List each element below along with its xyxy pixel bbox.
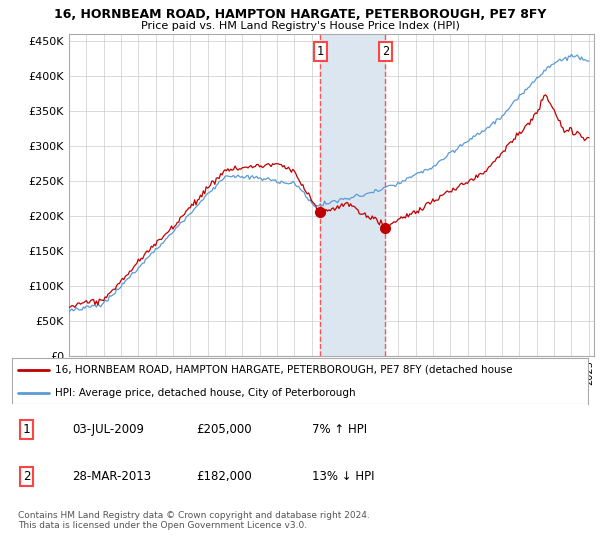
Text: Contains HM Land Registry data © Crown copyright and database right 2024.
This d: Contains HM Land Registry data © Crown c… (18, 511, 370, 530)
Text: 03-JUL-2009: 03-JUL-2009 (73, 423, 145, 436)
Text: £205,000: £205,000 (196, 423, 252, 436)
Text: 13% ↓ HPI: 13% ↓ HPI (311, 470, 374, 483)
Bar (320, 34, 385, 356)
Text: 7% ↑ HPI: 7% ↑ HPI (311, 423, 367, 436)
Text: £182,000: £182,000 (196, 470, 252, 483)
Text: 2: 2 (23, 470, 30, 483)
Text: Price paid vs. HM Land Registry's House Price Index (HPI): Price paid vs. HM Land Registry's House … (140, 21, 460, 31)
Text: 1: 1 (317, 45, 324, 58)
Text: HPI: Average price, detached house, City of Peterborough: HPI: Average price, detached house, City… (55, 388, 356, 398)
Text: 2: 2 (382, 45, 389, 58)
Text: 1: 1 (23, 423, 30, 436)
Text: 28-MAR-2013: 28-MAR-2013 (73, 470, 152, 483)
Text: 16, HORNBEAM ROAD, HAMPTON HARGATE, PETERBOROUGH, PE7 8FY: 16, HORNBEAM ROAD, HAMPTON HARGATE, PETE… (54, 8, 546, 21)
Text: 16, HORNBEAM ROAD, HAMPTON HARGATE, PETERBOROUGH, PE7 8FY (detached house: 16, HORNBEAM ROAD, HAMPTON HARGATE, PETE… (55, 365, 513, 375)
